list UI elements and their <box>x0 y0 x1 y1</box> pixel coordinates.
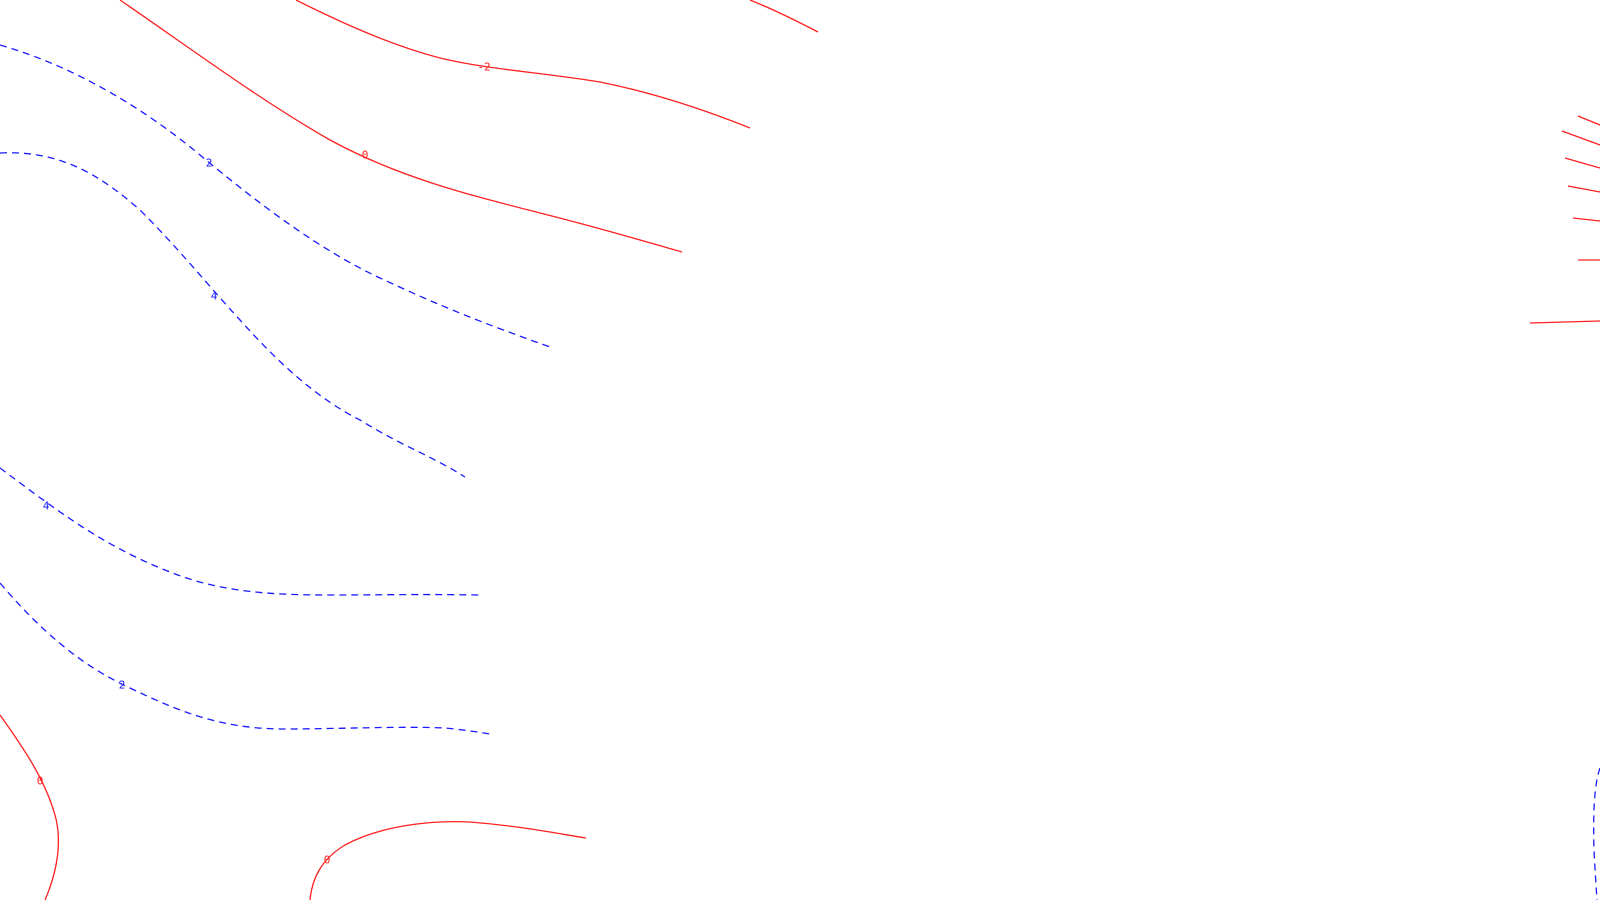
contour-line-pos4-lower <box>0 467 481 596</box>
contour-line-right-edge-3 <box>1564 157 1600 169</box>
contour-line-top-right-stub <box>749 0 819 33</box>
contour-label-zero-top: 0 <box>362 149 369 162</box>
contour-line-pos4-upper <box>0 152 466 478</box>
contour-line-right-edge-1 <box>1577 115 1600 126</box>
contour-label-pos4-upper: 4 <box>211 290 218 303</box>
contour-label-neg2-top: -2 <box>477 61 490 74</box>
contour-line-neg2-top <box>295 0 751 129</box>
contour-line-right-edge-blue <box>1593 767 1600 900</box>
contour-line-right-edge-7 <box>1529 320 1600 324</box>
contour-label-zero-bottom-left: 0 <box>37 775 44 788</box>
contour-line-right-edge-2 <box>1561 130 1600 146</box>
contour-line-zero-bottom-left <box>0 714 60 900</box>
contour-line-zero-top <box>119 0 683 253</box>
contour-label-pos4-lower: 4 <box>43 500 50 513</box>
contour-line-right-edge-4 <box>1567 185 1600 193</box>
contour-label-zero-bottom-center: 0 <box>324 854 331 867</box>
contour-line-zero-bottom-center <box>309 821 587 900</box>
contour-line-pos2-upper <box>0 44 551 348</box>
contour-line-pos2-lower <box>0 582 491 735</box>
contour-label-pos2-upper: 2 <box>206 157 213 170</box>
contour-label-pos2-lower: 2 <box>119 679 126 692</box>
contour-line-right-edge-5 <box>1572 217 1600 222</box>
